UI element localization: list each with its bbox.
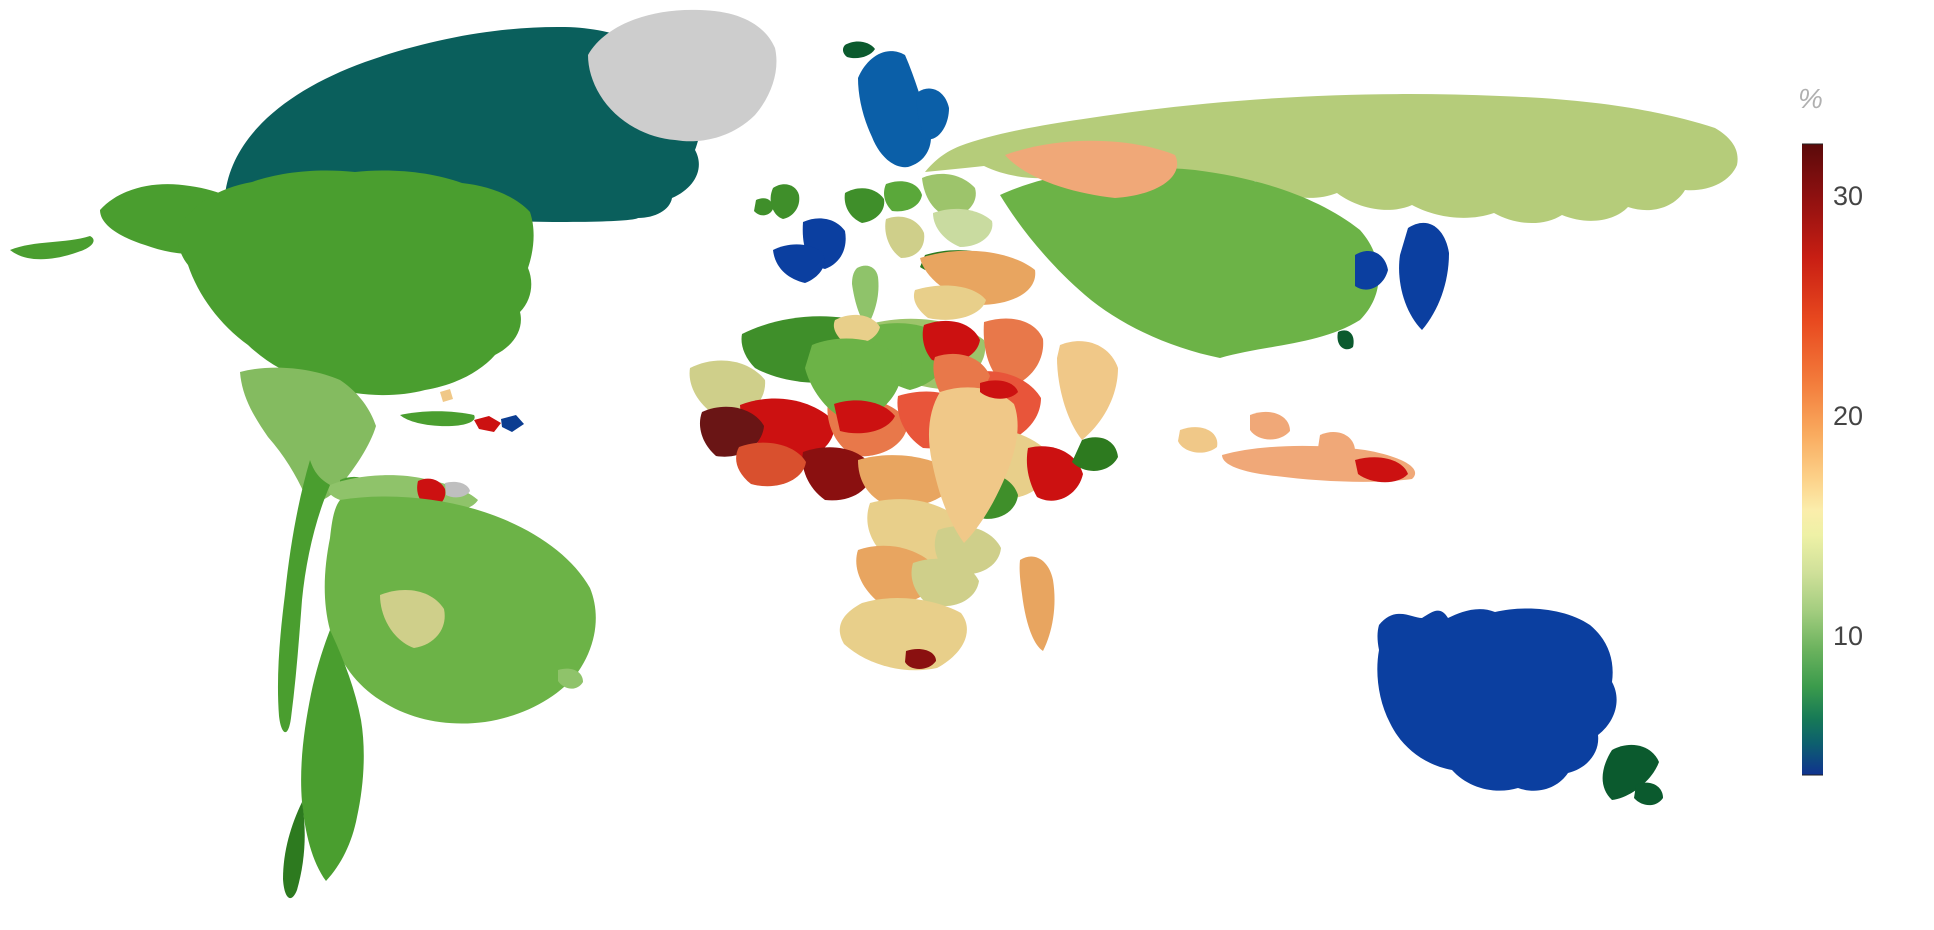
- svg-text:30: 30: [1833, 181, 1863, 211]
- svg-text:10: 10: [1833, 621, 1863, 651]
- svg-text:20: 20: [1833, 401, 1863, 431]
- svg-text:%: %: [1798, 83, 1823, 114]
